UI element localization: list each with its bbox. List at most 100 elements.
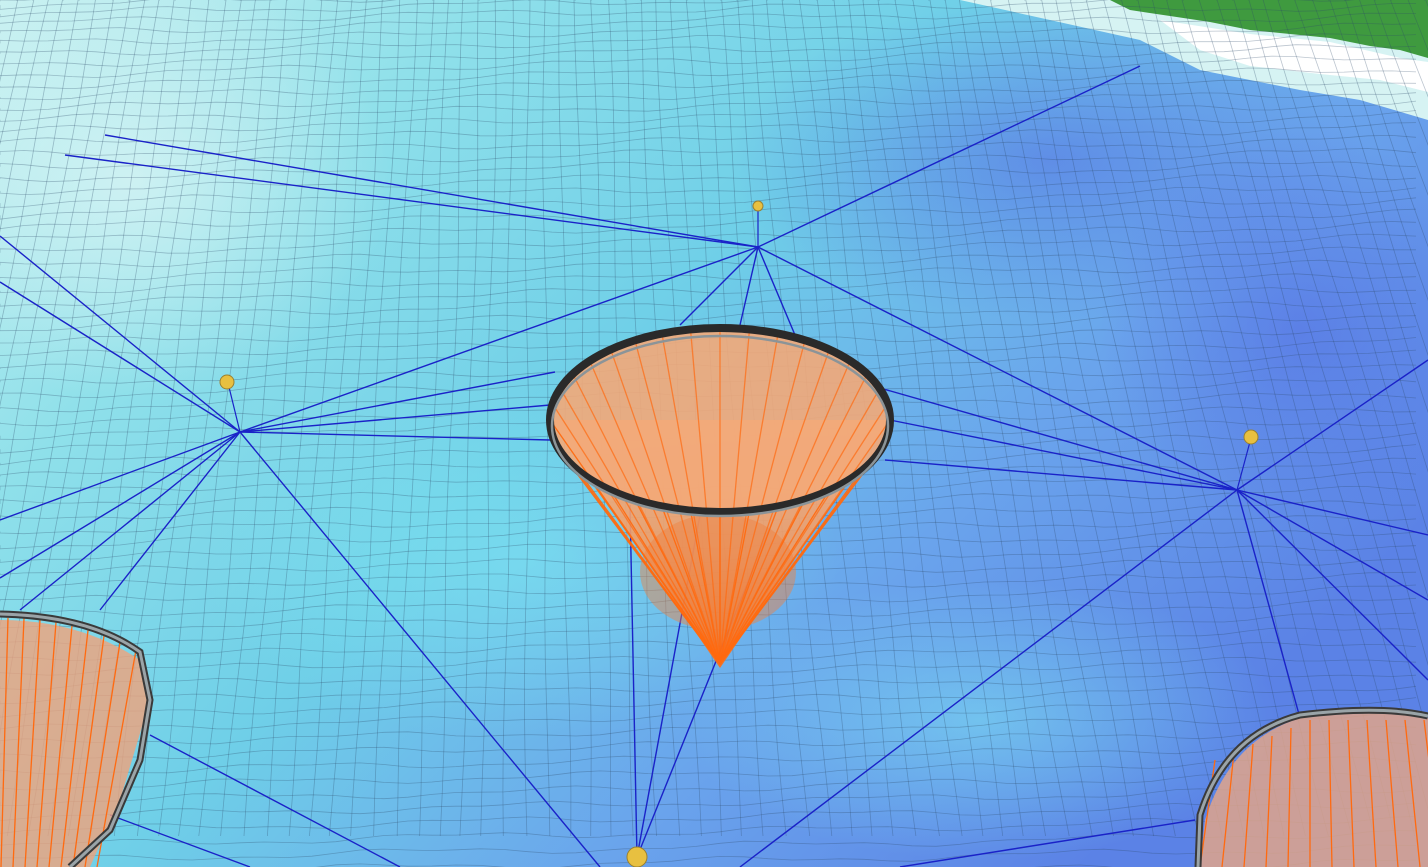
mooring-line (884, 459, 1238, 491)
mooring-line (239, 371, 556, 433)
mesh-col (198, 0, 288, 837)
mesh-col (862, 0, 984, 837)
net-line (72, 635, 105, 867)
fish-cage-left[interactable] (0, 610, 154, 867)
net-line (24, 619, 41, 867)
mesh-col (894, 0, 1024, 837)
mesh-col (848, 0, 963, 837)
mesh-row (0, 44, 1417, 78)
net-line (0, 617, 9, 867)
mesh-col (958, 0, 1114, 837)
mesh-row (0, 802, 1417, 834)
net-line (1243, 743, 1254, 867)
mesh-row (0, 697, 1417, 730)
mesh-col (1328, 0, 1428, 301)
buoy-icon[interactable] (219, 374, 235, 390)
mesh-col (328, 0, 384, 837)
fish-cage-center[interactable] (546, 324, 894, 668)
mooring-line (149, 734, 401, 867)
buoy-icon[interactable] (752, 200, 764, 212)
mesh-row (0, 221, 1417, 254)
mooring-line (899, 819, 1196, 867)
mesh-col (928, 0, 1070, 837)
net-line (552, 403, 721, 665)
net-line (1265, 735, 1273, 867)
mooring-line (1236, 489, 1301, 719)
mesh-row (0, 787, 1417, 822)
mesh-col (1069, 0, 1265, 837)
net-line (1423, 719, 1428, 759)
fish-cage-right[interactable] (1194, 706, 1428, 867)
buoy-icon[interactable] (626, 846, 648, 867)
mesh-row (0, 830, 1417, 861)
seabed-deep-patch-2 (1100, 130, 1428, 530)
net-line (12, 618, 25, 867)
mesh-col (1024, 0, 1200, 837)
mesh-col (1344, 0, 1428, 248)
net-line (549, 419, 721, 665)
mesh-col (973, 0, 1134, 837)
seabed-shallow-patch-2 (680, 580, 1280, 860)
mesh-col (137, 0, 242, 837)
mesh-col (1216, 0, 1428, 737)
mooring-line (109, 814, 251, 867)
mesh-row (0, 100, 1417, 133)
mooring-line (1236, 489, 1428, 536)
mesh-row (0, 772, 1417, 806)
net-line (719, 403, 888, 665)
mesh-col (1312, 0, 1428, 357)
mooring-line (0, 235, 241, 433)
buoy-icon[interactable] (1243, 429, 1259, 445)
mesh-col (912, 0, 1046, 837)
net-line (719, 388, 881, 665)
mesh-col (1055, 0, 1245, 837)
mesh-col (502, 0, 514, 837)
mesh-col (1373, 0, 1428, 146)
mesh-col (1152, 0, 1375, 837)
net-line (634, 340, 721, 665)
mooring-line (239, 431, 601, 867)
mesh-row (0, 246, 1416, 281)
mooring-line (739, 489, 1238, 867)
mesh-col (0, 0, 64, 330)
seabed-ridge-left (0, 0, 390, 400)
net-line (1366, 719, 1377, 867)
mooring-line (99, 431, 241, 611)
mesh-col (288, 0, 353, 837)
mesh-col (267, 0, 339, 837)
mooring-line (0, 281, 241, 433)
net-line (719, 340, 806, 665)
mesh-row (0, 740, 1417, 775)
mooring-line (239, 431, 551, 441)
mesh-col (1359, 0, 1428, 196)
net-line (719, 333, 779, 665)
mesh-row (0, 301, 1417, 332)
mesh-col (1103, 0, 1306, 837)
mesh-col (523, 0, 531, 837)
mesh-row (0, 174, 1417, 208)
mesh-col (1198, 0, 1428, 811)
net-line (719, 478, 851, 665)
mesh-col (459, 0, 480, 837)
mesh-row (0, 92, 1417, 122)
mesh-col (350, 0, 401, 837)
mesh-row (0, 134, 1417, 170)
mooring-line (0, 431, 241, 579)
mesh-row (0, 685, 1417, 718)
mesh-col (1294, 0, 1428, 414)
mesh-col (1120, 0, 1329, 837)
mesh-row (0, 0, 1356, 24)
mesh-col (220, 0, 305, 837)
mesh-col (1085, 0, 1285, 837)
mesh-col (1262, 0, 1428, 535)
mesh-row (0, 67, 1417, 101)
mesh-col (1232, 0, 1428, 666)
mooring-line (739, 246, 759, 326)
cone-net-icon (1200, 713, 1428, 867)
mesh-col (419, 0, 449, 837)
mesh-row (0, 33, 1417, 67)
mesh-col (877, 0, 1004, 837)
mesh-row (0, 187, 1417, 220)
